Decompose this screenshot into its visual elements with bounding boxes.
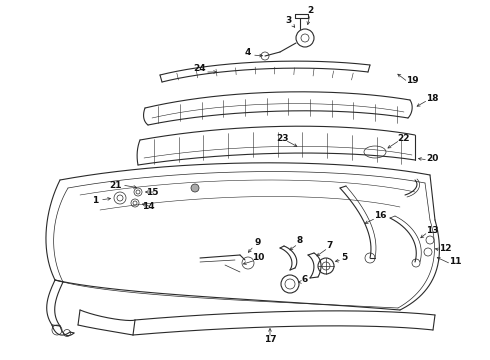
Text: 15: 15 [146,188,158,197]
Text: 24: 24 [194,63,206,72]
Text: 20: 20 [426,153,438,162]
Text: 21: 21 [109,180,121,189]
Text: 6: 6 [302,275,308,284]
Text: 2: 2 [307,5,313,14]
Text: 16: 16 [374,211,386,220]
Text: 12: 12 [439,243,451,252]
Text: 14: 14 [142,202,154,211]
Text: 17: 17 [264,336,276,345]
Text: 13: 13 [426,225,438,234]
Text: 23: 23 [276,134,288,143]
Text: 8: 8 [297,235,303,244]
Text: 19: 19 [406,76,418,85]
Text: 4: 4 [245,48,251,57]
Text: 1: 1 [92,195,98,204]
Text: 22: 22 [397,134,409,143]
Text: 7: 7 [327,240,333,249]
Circle shape [191,184,199,192]
Text: 9: 9 [255,238,261,247]
Text: 11: 11 [449,257,461,266]
Text: 5: 5 [341,253,347,262]
Text: 3: 3 [285,15,291,24]
Text: 18: 18 [426,94,438,103]
Text: 10: 10 [252,253,264,262]
